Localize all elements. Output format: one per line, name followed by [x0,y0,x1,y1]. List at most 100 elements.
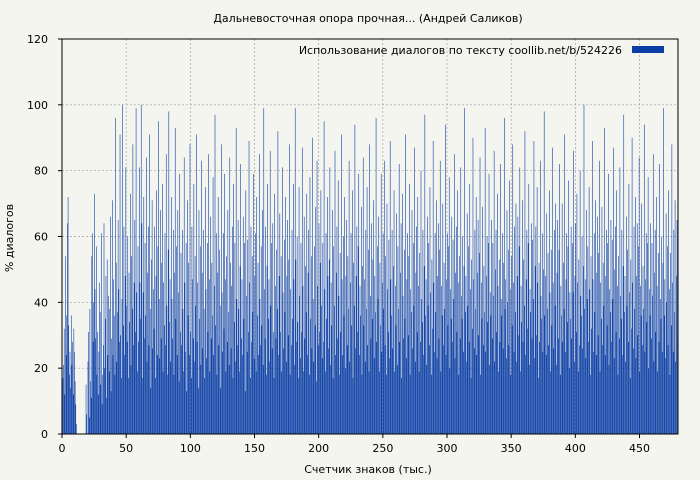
bar [540,160,541,435]
bar [547,252,549,434]
bar [451,216,453,434]
bar [610,220,612,434]
bar [232,226,233,435]
bar [114,374,116,434]
bar [210,338,212,434]
bar [581,315,582,434]
bar [203,308,205,434]
bar [296,341,297,434]
bar [386,374,387,434]
bar [90,381,91,434]
bar [72,394,74,434]
bar [488,243,489,434]
bar [162,371,164,434]
bar [595,355,597,434]
bar [289,374,291,434]
bar [257,262,259,434]
bar [640,285,641,435]
bar [379,262,381,434]
bar [232,378,234,434]
bar [142,378,143,434]
bar [584,279,586,434]
bar [130,193,131,434]
bar [275,285,276,435]
bar [276,249,277,434]
bar [568,180,569,434]
bar [411,312,412,434]
bar [212,315,213,434]
bar [491,220,492,434]
bar [94,289,96,434]
bar [492,243,494,434]
bar [540,295,542,434]
bar [214,114,216,435]
bar [428,243,429,434]
bar [515,312,516,434]
bar [364,279,365,434]
bar [301,331,302,434]
bar [629,378,631,434]
bar [590,374,591,434]
bar [271,348,273,434]
bar [602,262,604,434]
bar [277,131,279,435]
bar [373,358,375,434]
bar [393,266,394,435]
bar [519,167,521,435]
bar [586,299,588,434]
bar [404,318,406,434]
bar [440,371,442,434]
bar [237,220,239,434]
bar [225,371,227,434]
bar [438,223,439,434]
bar [516,361,517,434]
bar [307,272,309,434]
bar [631,328,632,434]
bar [666,302,668,434]
bar [403,338,404,434]
bar [574,276,576,434]
bar [534,358,535,434]
bar [577,282,578,434]
bar [92,233,93,434]
bar [165,154,167,434]
bar [207,331,209,434]
bar [158,299,160,434]
bar [111,338,112,434]
bar [108,295,109,434]
bar [458,374,460,434]
bar [243,318,245,434]
bar [432,328,433,434]
x-tick-label: 50 [119,442,133,455]
bar [246,295,247,434]
bar [461,295,462,434]
bar [257,315,258,434]
bar [399,341,401,434]
bar [299,295,301,434]
bar [395,325,397,435]
bar [623,114,625,435]
bar [185,243,187,434]
bar [318,345,319,435]
bar [186,391,188,434]
bar [439,160,441,435]
bar [655,331,657,434]
bar [662,262,664,434]
bar [309,177,311,434]
bar [65,355,67,434]
bar [579,345,580,435]
bar [233,322,235,434]
bar [347,256,349,434]
bar [486,276,487,434]
y-tick-label: 120 [27,33,48,46]
bar [545,276,546,434]
bar [387,289,388,434]
bar [304,338,306,434]
bar [378,216,379,434]
bar [264,289,265,434]
bar [489,364,490,435]
bar [561,315,562,434]
bar [405,358,407,434]
bar [609,289,610,434]
bar [665,213,667,434]
